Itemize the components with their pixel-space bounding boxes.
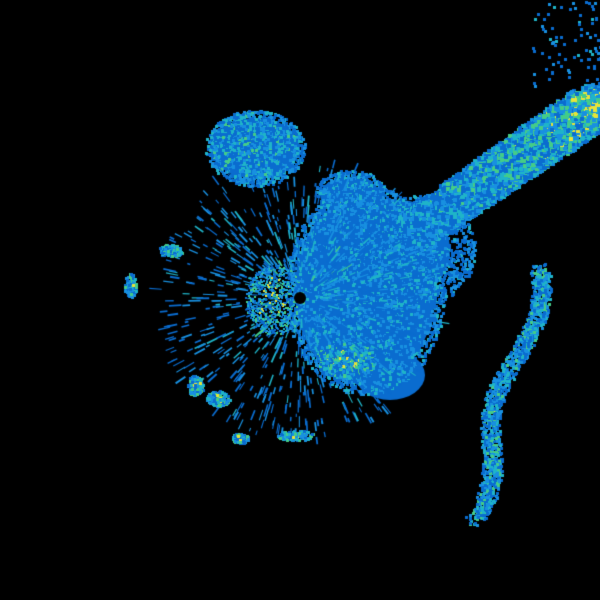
radar-image [0, 0, 600, 600]
